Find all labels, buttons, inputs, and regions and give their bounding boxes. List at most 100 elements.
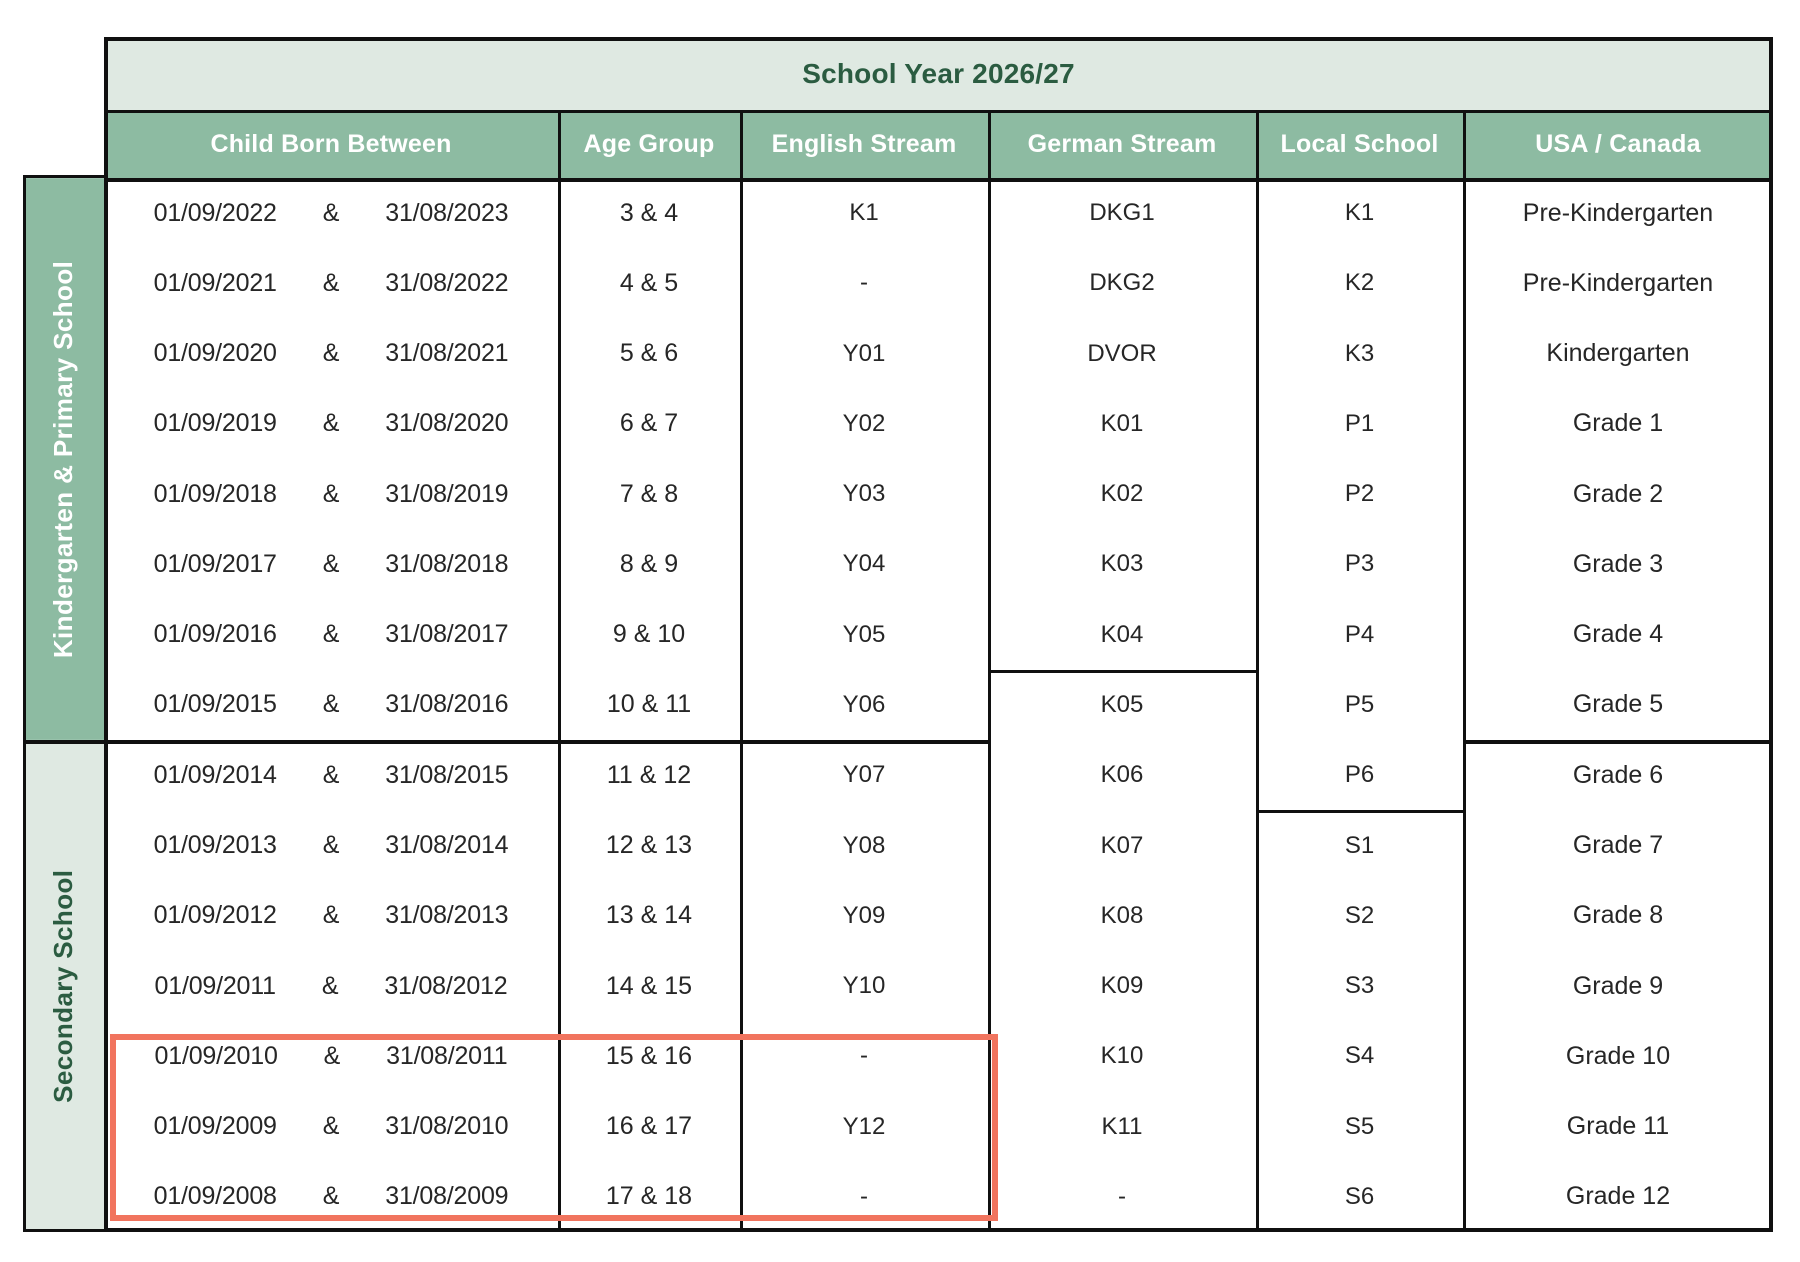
cell-usa-canada: Grade 5 — [1572, 690, 1664, 719]
born-start: 01/09/2011 — [154, 971, 276, 1000]
born-start: 01/09/2017 — [153, 549, 277, 578]
section-divider-line — [1463, 740, 1773, 744]
cell-german-stream: K11 — [1101, 1112, 1143, 1140]
cell-local-school: S4 — [1344, 1042, 1375, 1070]
cell-born-between: 01/09/2019 & 31/08/2020 — [104, 389, 558, 459]
cell-local-school: K1 — [1344, 199, 1375, 227]
cell-age-group: 5 & 6 — [619, 339, 679, 368]
born-end: 31/08/2011 — [386, 1041, 508, 1070]
cell-born-between: 01/09/2008 & 31/08/2009 — [104, 1162, 558, 1232]
ampersand-separator: & — [322, 549, 340, 578]
cell-english-stream: Y09 — [842, 901, 886, 929]
placement-table: School Year 2026/27 Child Born Between A… — [23, 37, 1773, 1232]
cell-english-stream: Y12 — [842, 1112, 886, 1140]
ampersand-separator: & — [322, 831, 340, 860]
grid-line — [740, 110, 743, 1232]
section-divider-line — [1256, 810, 1466, 813]
cell-english-stream: Y08 — [842, 831, 886, 859]
cell-english-stream: Y07 — [842, 761, 886, 789]
cell-born-between: 01/09/2013 & 31/08/2014 — [104, 810, 558, 880]
cell-german-stream: K04 — [1100, 620, 1144, 648]
born-start: 01/09/2010 — [154, 1041, 278, 1070]
cell-age-group: 9 & 10 — [612, 620, 686, 649]
cell-age-group: 16 & 17 — [605, 1112, 693, 1141]
cell-local-school: S5 — [1344, 1112, 1375, 1140]
born-end: 31/08/2010 — [385, 1112, 509, 1141]
column-header-usa-canada: USA / Canada — [1463, 110, 1773, 178]
cell-local-school: S1 — [1344, 831, 1375, 859]
born-end: 31/08/2009 — [385, 1182, 509, 1211]
cell-age-group: 10 & 11 — [606, 690, 692, 719]
cell-age-group: 8 & 9 — [619, 549, 679, 578]
highlight-box — [110, 1034, 998, 1221]
cell-english-stream: Y06 — [842, 690, 886, 718]
grid-line — [558, 110, 561, 1232]
ampersand-separator: & — [322, 1182, 340, 1211]
cell-born-between: 01/09/2017 & 31/08/2018 — [104, 529, 558, 599]
ampersand-separator: & — [323, 1041, 341, 1070]
cell-english-stream: - — [860, 1182, 868, 1210]
table-grid: School Year 2026/27 Child Born Between A… — [23, 37, 1773, 1232]
born-end: 31/08/2012 — [384, 971, 508, 1000]
cell-german-stream: - — [1118, 1182, 1126, 1210]
section-divider-line — [23, 740, 991, 744]
cell-usa-canada: Grade 4 — [1572, 620, 1664, 649]
cell-usa-canada: Grade 1 — [1572, 409, 1664, 438]
cell-local-school: P1 — [1344, 409, 1375, 437]
cell-local-school: P5 — [1344, 690, 1375, 718]
born-start: 01/09/2012 — [153, 901, 277, 930]
cell-usa-canada: Grade 3 — [1572, 549, 1664, 578]
cell-usa-canada: Grade 6 — [1572, 760, 1664, 789]
cell-german-stream: K10 — [1100, 1042, 1144, 1070]
born-start: 01/09/2022 — [153, 198, 277, 227]
cell-born-between: 01/09/2009 & 31/08/2010 — [104, 1091, 558, 1161]
born-end: 31/08/2020 — [385, 409, 509, 438]
cell-german-stream: K08 — [1100, 901, 1144, 929]
cell-local-school: K2 — [1344, 269, 1375, 297]
cell-german-stream: K03 — [1100, 550, 1144, 578]
born-start: 01/09/2013 — [153, 831, 277, 860]
cell-local-school: P3 — [1344, 550, 1375, 578]
ampersand-separator: & — [321, 971, 339, 1000]
born-start: 01/09/2020 — [153, 339, 277, 368]
column-header-german-stream: German Stream — [988, 110, 1256, 178]
cell-usa-canada: Grade 11 — [1566, 1112, 1670, 1141]
cell-age-group: 11 & 12 — [606, 760, 692, 789]
table-title: School Year 2026/27 — [104, 37, 1773, 110]
cell-german-stream: K07 — [1100, 831, 1144, 859]
cell-english-stream: Y04 — [842, 550, 886, 578]
born-start: 01/09/2009 — [153, 1112, 277, 1141]
cell-age-group: 6 & 7 — [619, 409, 679, 438]
cell-usa-canada: Grade 12 — [1565, 1182, 1671, 1211]
cell-local-school: P6 — [1344, 761, 1375, 789]
cell-english-stream: - — [860, 1042, 868, 1070]
born-end: 31/08/2018 — [385, 549, 509, 578]
born-start: 01/09/2015 — [153, 690, 277, 719]
cell-usa-canada: Grade 8 — [1572, 901, 1664, 930]
cell-born-between: 01/09/2020 & 31/08/2021 — [104, 319, 558, 389]
cell-german-stream: DVOR — [1087, 339, 1157, 367]
column-header-english-stream: English Stream — [740, 110, 988, 178]
cell-born-between: 01/09/2010 & 31/08/2011 — [104, 1021, 558, 1091]
ampersand-separator: & — [322, 901, 340, 930]
cell-german-stream: K01 — [1100, 409, 1144, 437]
cell-usa-canada: Grade 7 — [1572, 831, 1664, 860]
cell-local-school: S6 — [1344, 1182, 1375, 1210]
cell-usa-canada: Pre-Kindergarten — [1522, 268, 1714, 297]
cell-age-group: 13 & 14 — [605, 901, 693, 930]
cell-german-stream: K06 — [1100, 761, 1144, 789]
cell-usa-canada: Grade 2 — [1572, 479, 1664, 508]
cell-age-group: 15 & 16 — [605, 1041, 693, 1070]
ampersand-separator: & — [322, 1112, 340, 1141]
cell-born-between: 01/09/2018 & 31/08/2019 — [104, 459, 558, 529]
born-end: 31/08/2015 — [385, 760, 509, 789]
cell-german-stream: DKG2 — [1089, 269, 1155, 297]
cell-born-between: 01/09/2021 & 31/08/2022 — [104, 248, 558, 318]
ampersand-separator: & — [322, 479, 340, 508]
cell-english-stream: K1 — [849, 199, 879, 227]
ampersand-separator: & — [322, 339, 340, 368]
cell-local-school: K3 — [1344, 339, 1375, 367]
grid-line — [1463, 110, 1466, 1232]
cell-age-group: 17 & 18 — [605, 1182, 693, 1211]
